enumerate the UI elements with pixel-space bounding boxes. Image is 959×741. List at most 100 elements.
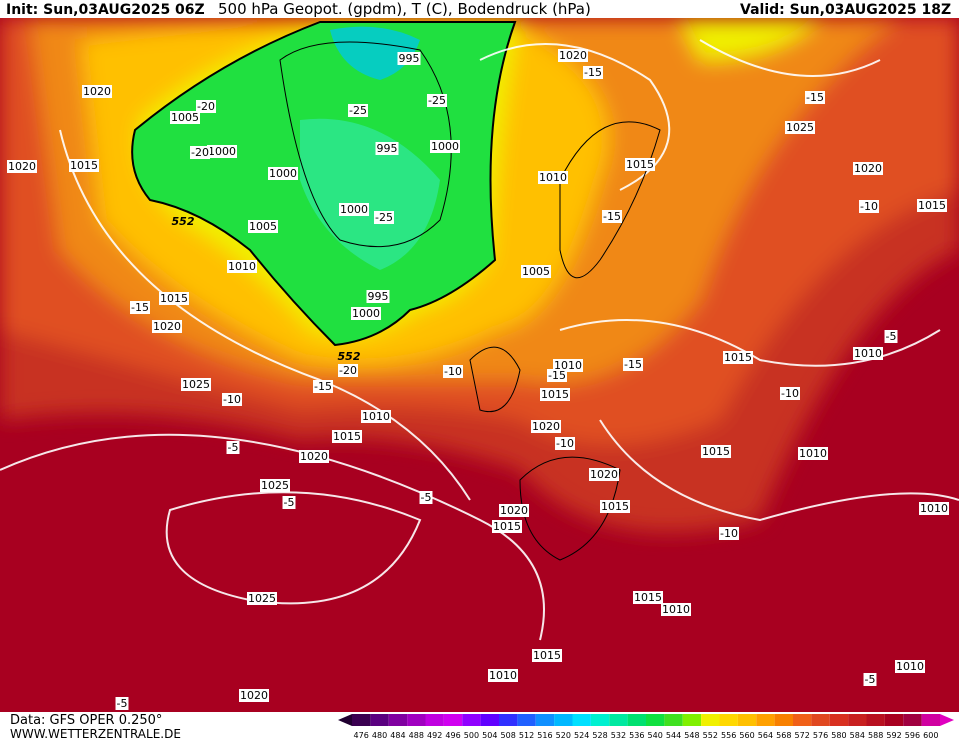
pressure-label: 1015 [724,351,752,364]
temperature-label: -10 [720,527,738,540]
pressure-label: 1015 [541,388,569,401]
pressure-label: 1005 [522,265,550,278]
pressure-label: 1020 [83,85,111,98]
label-box [917,199,947,212]
label-box [919,502,949,515]
colorbar-swatch [646,714,665,726]
label-box [538,171,568,184]
height-label: 552 [172,215,195,228]
pressure-label: 1010 [854,347,882,360]
label-box [332,430,362,443]
temperature-label: -10 [860,200,878,213]
temperature-label: -15 [131,301,149,314]
label-box [780,387,800,400]
label-box [443,365,463,378]
label-box [226,441,240,454]
label-box [492,520,522,533]
pressure-label: 1015 [626,158,654,171]
colorbar-label: 576 [813,731,828,740]
label-box [239,689,269,702]
label-box [375,142,399,155]
temperature-label: -25 [375,211,393,224]
label-box [419,491,433,504]
colorbar-label: 548 [684,731,699,740]
label-box [540,388,570,401]
pressure-label: 1015 [702,445,730,458]
colorbar-label: 536 [629,731,644,740]
header-bar [0,0,959,18]
label-box [313,380,333,393]
pressure-label: 1020 [500,504,528,517]
colorbar-label: 500 [464,731,479,740]
height-label: 552 [338,350,361,363]
label-box [159,292,189,305]
pressure-label: 1015 [160,292,188,305]
temperature-label: -5 [284,496,295,509]
label-box [633,591,663,604]
colorbar-swatch [719,714,738,726]
label-box [207,145,237,158]
pressure-label: 1025 [182,378,210,391]
label-box [247,592,277,605]
label-box [884,330,898,343]
colorbar-label: 584 [850,731,865,740]
label-box [625,158,655,171]
pressure-label: 1010 [362,410,390,423]
pressure-label: 1010 [554,359,582,372]
pressure-label: 1010 [799,447,827,460]
pressure-label: 1015 [533,649,561,662]
site-name: WWW.WETTERZENTRALE.DE [10,727,181,741]
label-box [361,410,391,423]
pressure-label: 1020 [854,162,882,175]
colorbar-swatch [811,714,830,726]
colorbar-label: 504 [482,731,497,740]
colorbar-swatch [554,714,573,726]
data-source: Data: GFS OPER 0.250° [10,713,162,728]
pressure-label: 1025 [261,479,289,492]
colorbar-label: 528 [592,731,607,740]
pressure-label: 1020 [240,689,268,702]
pressure-label: 1000 [352,307,380,320]
label-box [69,159,99,172]
colorbar-swatch [425,714,444,726]
temperature-label: -20 [197,100,215,113]
label-box [558,49,588,62]
colorbar-label: 480 [372,731,387,740]
colorbar-swatch [884,714,904,726]
pressure-label: 995 [368,290,389,303]
temperature-label: -25 [428,94,446,107]
colorbar-label: 484 [390,731,405,740]
temperature-label: -5 [886,330,897,343]
temperature-label: -10 [781,387,799,400]
colorbar-label: 572 [795,731,810,740]
temperature-label: -15 [624,358,642,371]
temperature-label: -20 [191,146,209,159]
pressure-label: 1010 [539,171,567,184]
label-box [338,364,358,377]
label-box [374,211,394,224]
colorbar-swatch [737,714,757,726]
colorbar-swatch [590,714,610,726]
temperature-label: -15 [548,369,566,382]
temperature-label: -20 [339,364,357,377]
label-box [863,673,877,686]
label-box [531,420,561,433]
pressure-label: 1025 [248,592,276,605]
label-box [248,220,278,233]
label-box [853,162,883,175]
label-box [222,393,242,406]
temperature-label: -10 [223,393,241,406]
colorbar-swatch [627,714,646,726]
colorbar-label: 560 [739,731,754,740]
colorbar-swatch [774,714,793,726]
pressure-label: 1015 [70,159,98,172]
colorbar-label: 488 [409,731,424,740]
pressure-label: 1020 [300,450,328,463]
pressure-label: 995 [377,142,398,155]
colorbar-swatch [480,714,499,726]
colorbar-swatch [609,714,628,726]
colorbar-swatch [921,714,940,726]
temperature-label: -5 [117,697,128,710]
colorbar-swatch [866,714,885,726]
temperature-label: -5 [228,441,239,454]
